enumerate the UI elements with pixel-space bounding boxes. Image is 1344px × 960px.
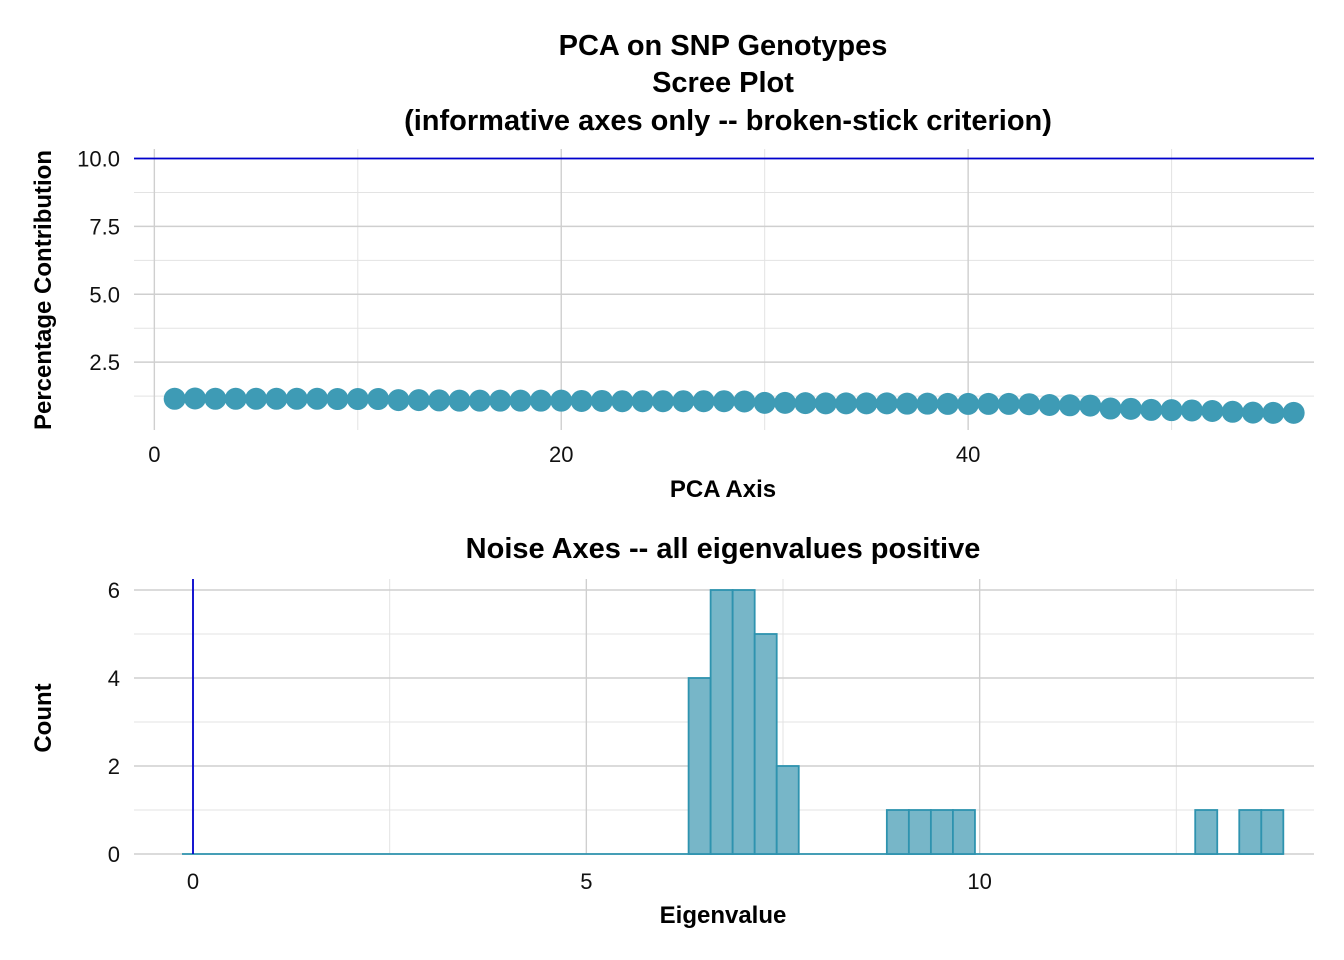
hist-bar — [952, 809, 976, 855]
hist-bar — [709, 589, 734, 855]
hist-y-tick-label: 2 — [108, 754, 120, 779]
scree-point — [468, 389, 491, 412]
hist-y-axis-title: Count — [30, 683, 57, 752]
hist-bar — [1194, 809, 1219, 855]
scree-point — [1099, 397, 1122, 420]
scree-point — [896, 392, 919, 415]
scree-point — [245, 387, 268, 410]
scree-point — [814, 392, 837, 415]
scree-point — [448, 389, 471, 412]
scree-point — [204, 387, 227, 410]
hist-bar — [775, 765, 800, 855]
scree-point — [1119, 397, 1142, 420]
scree-point — [774, 391, 797, 414]
scree-point — [651, 390, 674, 413]
scree-point — [387, 389, 410, 412]
scree-point — [997, 392, 1020, 415]
scree-point — [1058, 394, 1081, 417]
scree-point — [1201, 399, 1224, 422]
scree-point — [753, 391, 776, 414]
scree-point — [489, 389, 512, 412]
scree-y-tick-label: 10.0 — [77, 147, 120, 172]
scree-point — [1282, 401, 1305, 424]
hist-tick-labels: 0 2 4 6 0 5 10 — [108, 578, 992, 894]
scree-point — [733, 390, 756, 413]
scree-point — [570, 389, 593, 412]
hist-bar — [1260, 809, 1285, 855]
scree-point — [713, 390, 735, 413]
scree-y-tick-label: 2.5 — [89, 350, 120, 375]
scree-y-tick-label: 5.0 — [89, 282, 120, 307]
scree-point — [184, 387, 207, 410]
scree-point — [1160, 399, 1183, 422]
hist-x-tick-label: 0 — [187, 869, 199, 894]
scree-point — [306, 387, 329, 410]
scree-point — [509, 389, 532, 412]
scree-point — [265, 387, 288, 410]
scree-point — [631, 390, 654, 413]
hist-y-tick-label: 6 — [108, 578, 120, 603]
scree-title-line-3: (informative axes only -- broken-stick c… — [404, 105, 1052, 137]
hist-bar — [907, 809, 932, 855]
scree-point — [346, 388, 369, 411]
hist-y-tick-label: 4 — [108, 666, 120, 691]
hist-bars — [181, 589, 1285, 855]
scree-point — [163, 387, 186, 410]
scree-point — [1241, 401, 1264, 424]
scree-point — [855, 392, 878, 415]
hist-bar — [885, 809, 910, 855]
scree-point — [1018, 393, 1041, 416]
hist-x-tick-label: 10 — [967, 869, 991, 894]
scree-title-line-1: PCA on SNP Genotypes — [559, 30, 888, 62]
scree-title-line-2: Scree Plot — [652, 67, 794, 99]
hist-bar — [731, 589, 756, 855]
scree-y-axis-title: Percentage Contribution — [30, 150, 57, 430]
scree-point — [550, 389, 573, 412]
scree-point — [794, 392, 817, 415]
hist-y-tick-label: 0 — [108, 842, 120, 867]
scree-point — [611, 390, 634, 413]
hist-x-tick-label: 5 — [580, 869, 592, 894]
hist-x-axis-title: Eigenvalue — [660, 902, 787, 929]
hist-bar — [1238, 809, 1263, 855]
hist-bar — [753, 633, 778, 855]
scree-point — [367, 388, 390, 411]
scree-point — [1038, 394, 1061, 417]
scree-point — [835, 392, 858, 415]
scree-point — [1221, 400, 1244, 423]
scree-point — [428, 389, 451, 412]
scree-point — [672, 390, 695, 413]
scree-tick-labels: 2.5 5.0 7.5 10.0 0 20 40 — [77, 147, 980, 467]
scree-point — [692, 390, 715, 413]
scree-point — [326, 388, 349, 411]
scree-point — [1180, 399, 1203, 422]
scree-point — [977, 392, 1000, 415]
scree-point — [590, 389, 613, 412]
scree-point — [936, 392, 959, 415]
scree-x-tick-label: 20 — [549, 442, 573, 467]
scree-point — [407, 389, 430, 412]
scree-point — [224, 387, 247, 410]
scree-point — [957, 392, 980, 415]
scree-gridlines — [134, 149, 1314, 430]
scree-x-axis-title: PCA Axis — [670, 476, 776, 503]
hist-title: Noise Axes -- all eigenvalues positive — [466, 533, 981, 565]
scree-x-tick-label: 0 — [148, 442, 160, 467]
hist-bar — [687, 677, 712, 855]
scree-point — [529, 389, 552, 412]
scree-point — [1140, 398, 1163, 421]
scree-point — [1079, 394, 1102, 417]
scree-y-tick-label: 7.5 — [89, 214, 120, 239]
scree-points — [163, 387, 1305, 424]
scree-point — [1262, 401, 1285, 424]
scree-point — [285, 387, 308, 410]
hist-bar — [929, 809, 954, 855]
scree-point — [916, 392, 939, 415]
scree-x-tick-label: 40 — [956, 442, 980, 467]
scree-point — [875, 392, 898, 415]
